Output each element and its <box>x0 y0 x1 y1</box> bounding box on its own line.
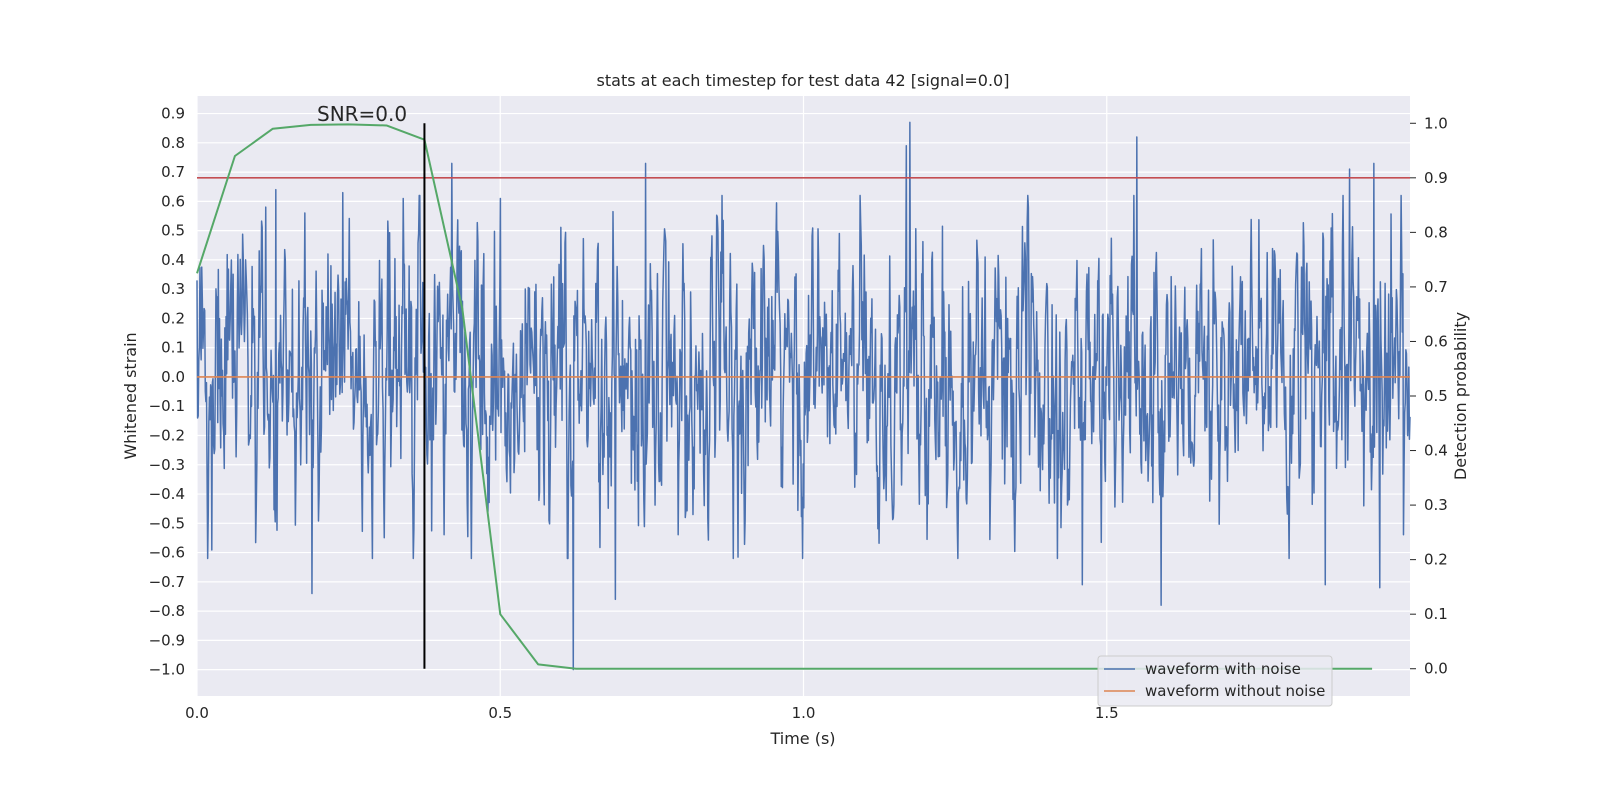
y-tick-label: −0.5 <box>149 514 185 532</box>
y2-tick-label: 0.6 <box>1424 332 1448 350</box>
y2-tick-label: 0.4 <box>1424 442 1448 460</box>
series-detection-probability <box>196 123 1373 670</box>
y2-tick-label: 0.7 <box>1424 278 1448 296</box>
y-tick-label: 0.8 <box>161 134 185 152</box>
snr-annotation: SNR=0.0 <box>317 102 407 126</box>
y2-tick-label: 1.0 <box>1424 114 1448 132</box>
y-tick-label: −1.0 <box>149 661 185 679</box>
y2-tick-label: 0.3 <box>1424 496 1448 514</box>
y2-tick-label: 0.5 <box>1424 387 1448 405</box>
y-tick-label: −0.8 <box>149 602 185 620</box>
chart-title: stats at each timestep for test data 42 … <box>597 71 1010 90</box>
y-tick-label: −0.1 <box>149 397 185 415</box>
y-tick-label: −0.9 <box>149 631 185 649</box>
x-tick-label: 1.0 <box>792 704 816 722</box>
y-tick-label: −0.3 <box>149 456 185 474</box>
y-tick-label: 0.5 <box>161 222 185 240</box>
y-tick-label: 0.0 <box>161 368 185 386</box>
y-tick-label: 0.7 <box>161 163 185 181</box>
y-tick-label: −0.7 <box>149 573 185 591</box>
legend-label-clean: waveform without noise <box>1145 682 1325 700</box>
axis-layer: 0.0 0.5 1.0 1.5 0.9 0.8 0.7 0.6 0.5 0.4 0.3 0.2 0.1 0… <box>149 105 1448 722</box>
y-tick-label: 0.9 <box>161 105 185 123</box>
x-axis-label: Time (s) <box>769 729 835 748</box>
legend-label-noise: waveform with noise <box>1145 660 1301 678</box>
x-tick-label: 1.5 <box>1095 704 1119 722</box>
legend-box <box>1097 655 1333 707</box>
y-tick-label: 0.6 <box>161 192 185 210</box>
y-tick-label: 0.3 <box>161 280 185 298</box>
y2-tick-label: 0.0 <box>1424 660 1448 678</box>
y-tick-label: −0.4 <box>149 485 185 503</box>
y2-tick-label: 0.1 <box>1424 605 1448 623</box>
y2-tick-label: 0.2 <box>1424 551 1448 569</box>
legend: waveform with noise waveform without noi… <box>1097 655 1333 707</box>
x-tick-label: 0.0 <box>185 704 209 722</box>
series-waveform-with-noise <box>196 121 1411 671</box>
y-tick-label: 0.1 <box>161 339 185 357</box>
y-tick-label: −0.6 <box>149 544 185 562</box>
y2-tick-label: 0.8 <box>1424 223 1448 241</box>
x-tick-label: 0.5 <box>488 704 512 722</box>
y-axis-label: Whitened strain <box>121 332 140 459</box>
y-tick-label: −0.2 <box>149 427 185 445</box>
y-tick-label: 0.4 <box>161 251 185 269</box>
y2-tick-label: 0.9 <box>1424 169 1448 187</box>
y-tick-label: 0.2 <box>161 309 185 327</box>
data-layer <box>196 121 1411 671</box>
y2-axis-label: Detection probability <box>1451 312 1470 480</box>
